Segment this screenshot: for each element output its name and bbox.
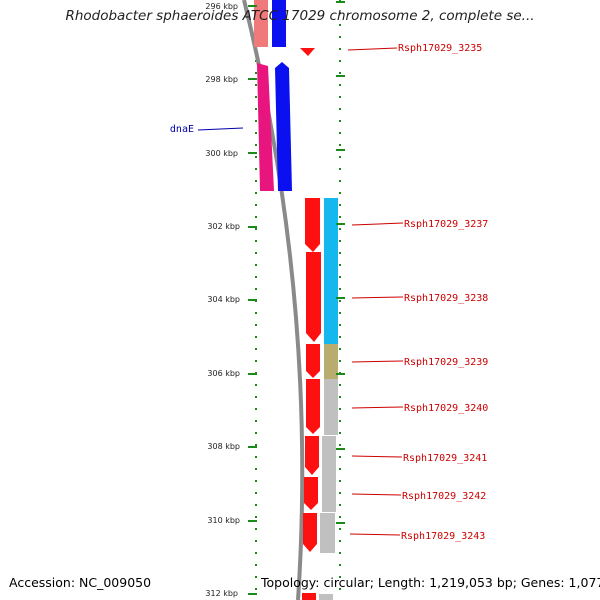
gene-arrow-3238 bbox=[306, 252, 321, 342]
accession-text: Accession: NC_009050 bbox=[9, 575, 152, 590]
gene-bar-downstream bbox=[302, 593, 316, 600]
gene-label-3241[interactable]: Rsph17029_3241 bbox=[403, 453, 487, 464]
gene-label-connectors bbox=[197, 47, 404, 536]
cog-block-gray-4 bbox=[319, 594, 333, 600]
cog-block-gray-2 bbox=[322, 436, 336, 512]
gene-label-dnae[interactable]: dnaE bbox=[170, 124, 194, 135]
gene-arrow-3241 bbox=[305, 436, 319, 475]
gene-arrow-3242 bbox=[304, 477, 318, 510]
tick-label-312: 312 kbp bbox=[205, 589, 238, 598]
gene-bar-dnae-blue bbox=[275, 62, 292, 191]
gene-label-3238[interactable]: Rsph17029_3238 bbox=[404, 293, 488, 304]
gene-label-3243[interactable]: Rsph17029_3243 bbox=[401, 531, 485, 542]
gene-bar-upstream-blue bbox=[272, 0, 286, 47]
gene-label-3239[interactable]: Rsph17029_3239 bbox=[404, 357, 488, 368]
gene-label-3237[interactable]: Rsph17029_3237 bbox=[404, 219, 488, 230]
topology-text: Topology: circular; Length: 1,219,053 bp… bbox=[261, 575, 600, 590]
gene-bar-upstream-pink bbox=[254, 0, 268, 47]
gene-label-3240[interactable]: Rsph17029_3240 bbox=[404, 403, 488, 414]
axis-tick-marks bbox=[248, 1, 345, 595]
cog-block-gray-1 bbox=[324, 379, 338, 435]
tick-label-310: 310 kbp bbox=[207, 516, 240, 525]
cog-block-gray-3 bbox=[320, 513, 335, 553]
tick-label-300: 300 kbp bbox=[205, 149, 238, 158]
tick-label-304: 304 kbp bbox=[207, 295, 240, 304]
gene-bar-dnae-pink bbox=[257, 63, 274, 191]
gene-arrow-3235 bbox=[300, 48, 315, 56]
gene-arrow-3240 bbox=[306, 379, 320, 434]
gene-arrow-3237 bbox=[305, 198, 320, 252]
gene-arrow-3243 bbox=[303, 513, 317, 552]
tick-label-296: 296 kbp bbox=[205, 2, 238, 11]
tick-label-306: 306 kbp bbox=[207, 369, 240, 378]
tick-label-298: 298 kbp bbox=[205, 75, 238, 84]
map-title: Rhodobacter sphaeroides ATCC 17029 chrom… bbox=[65, 8, 535, 24]
gene-arrow-3239 bbox=[306, 344, 320, 378]
cog-block-olive bbox=[324, 344, 338, 379]
gene-label-3242[interactable]: Rsph17029_3242 bbox=[402, 491, 486, 502]
cog-block-cyan bbox=[324, 198, 338, 344]
tick-label-302: 302 kbp bbox=[207, 222, 240, 231]
tick-label-308: 308 kbp bbox=[207, 442, 240, 451]
gene-label-3235[interactable]: Rsph17029_3235 bbox=[398, 43, 482, 54]
